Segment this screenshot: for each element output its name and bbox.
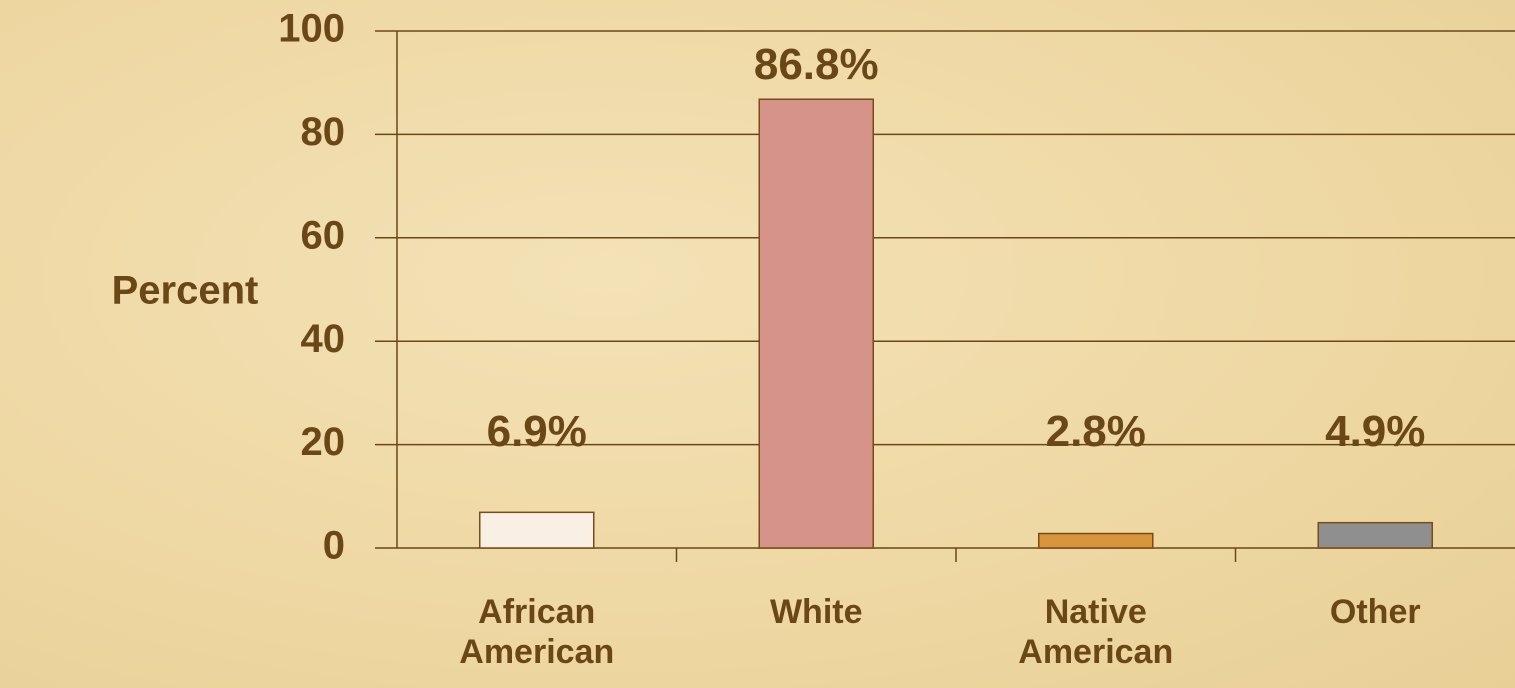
bar <box>479 511 595 549</box>
y-tick-label: 60 <box>301 213 346 257</box>
x-tick-label: African American <box>459 593 615 671</box>
bar <box>1317 521 1433 549</box>
y-tick-label: 20 <box>301 420 346 464</box>
y-tick-label: 80 <box>301 110 346 154</box>
data-label: 6.9% <box>487 407 587 456</box>
y-tick-label: 0 <box>323 524 345 568</box>
data-label: 86.8% <box>754 40 879 89</box>
data-label: 2.8% <box>1046 407 1146 456</box>
y-axis-label: Percent <box>112 269 259 313</box>
x-tick-label: Other <box>1329 593 1421 631</box>
y-tick-label: 100 <box>278 7 345 51</box>
x-tick-label: White <box>769 593 863 631</box>
x-tick-label: Native American <box>1018 593 1174 671</box>
y-tick-label: 40 <box>301 317 346 361</box>
bar <box>1038 532 1154 549</box>
data-label: 4.9% <box>1325 407 1425 456</box>
bar <box>758 98 874 549</box>
